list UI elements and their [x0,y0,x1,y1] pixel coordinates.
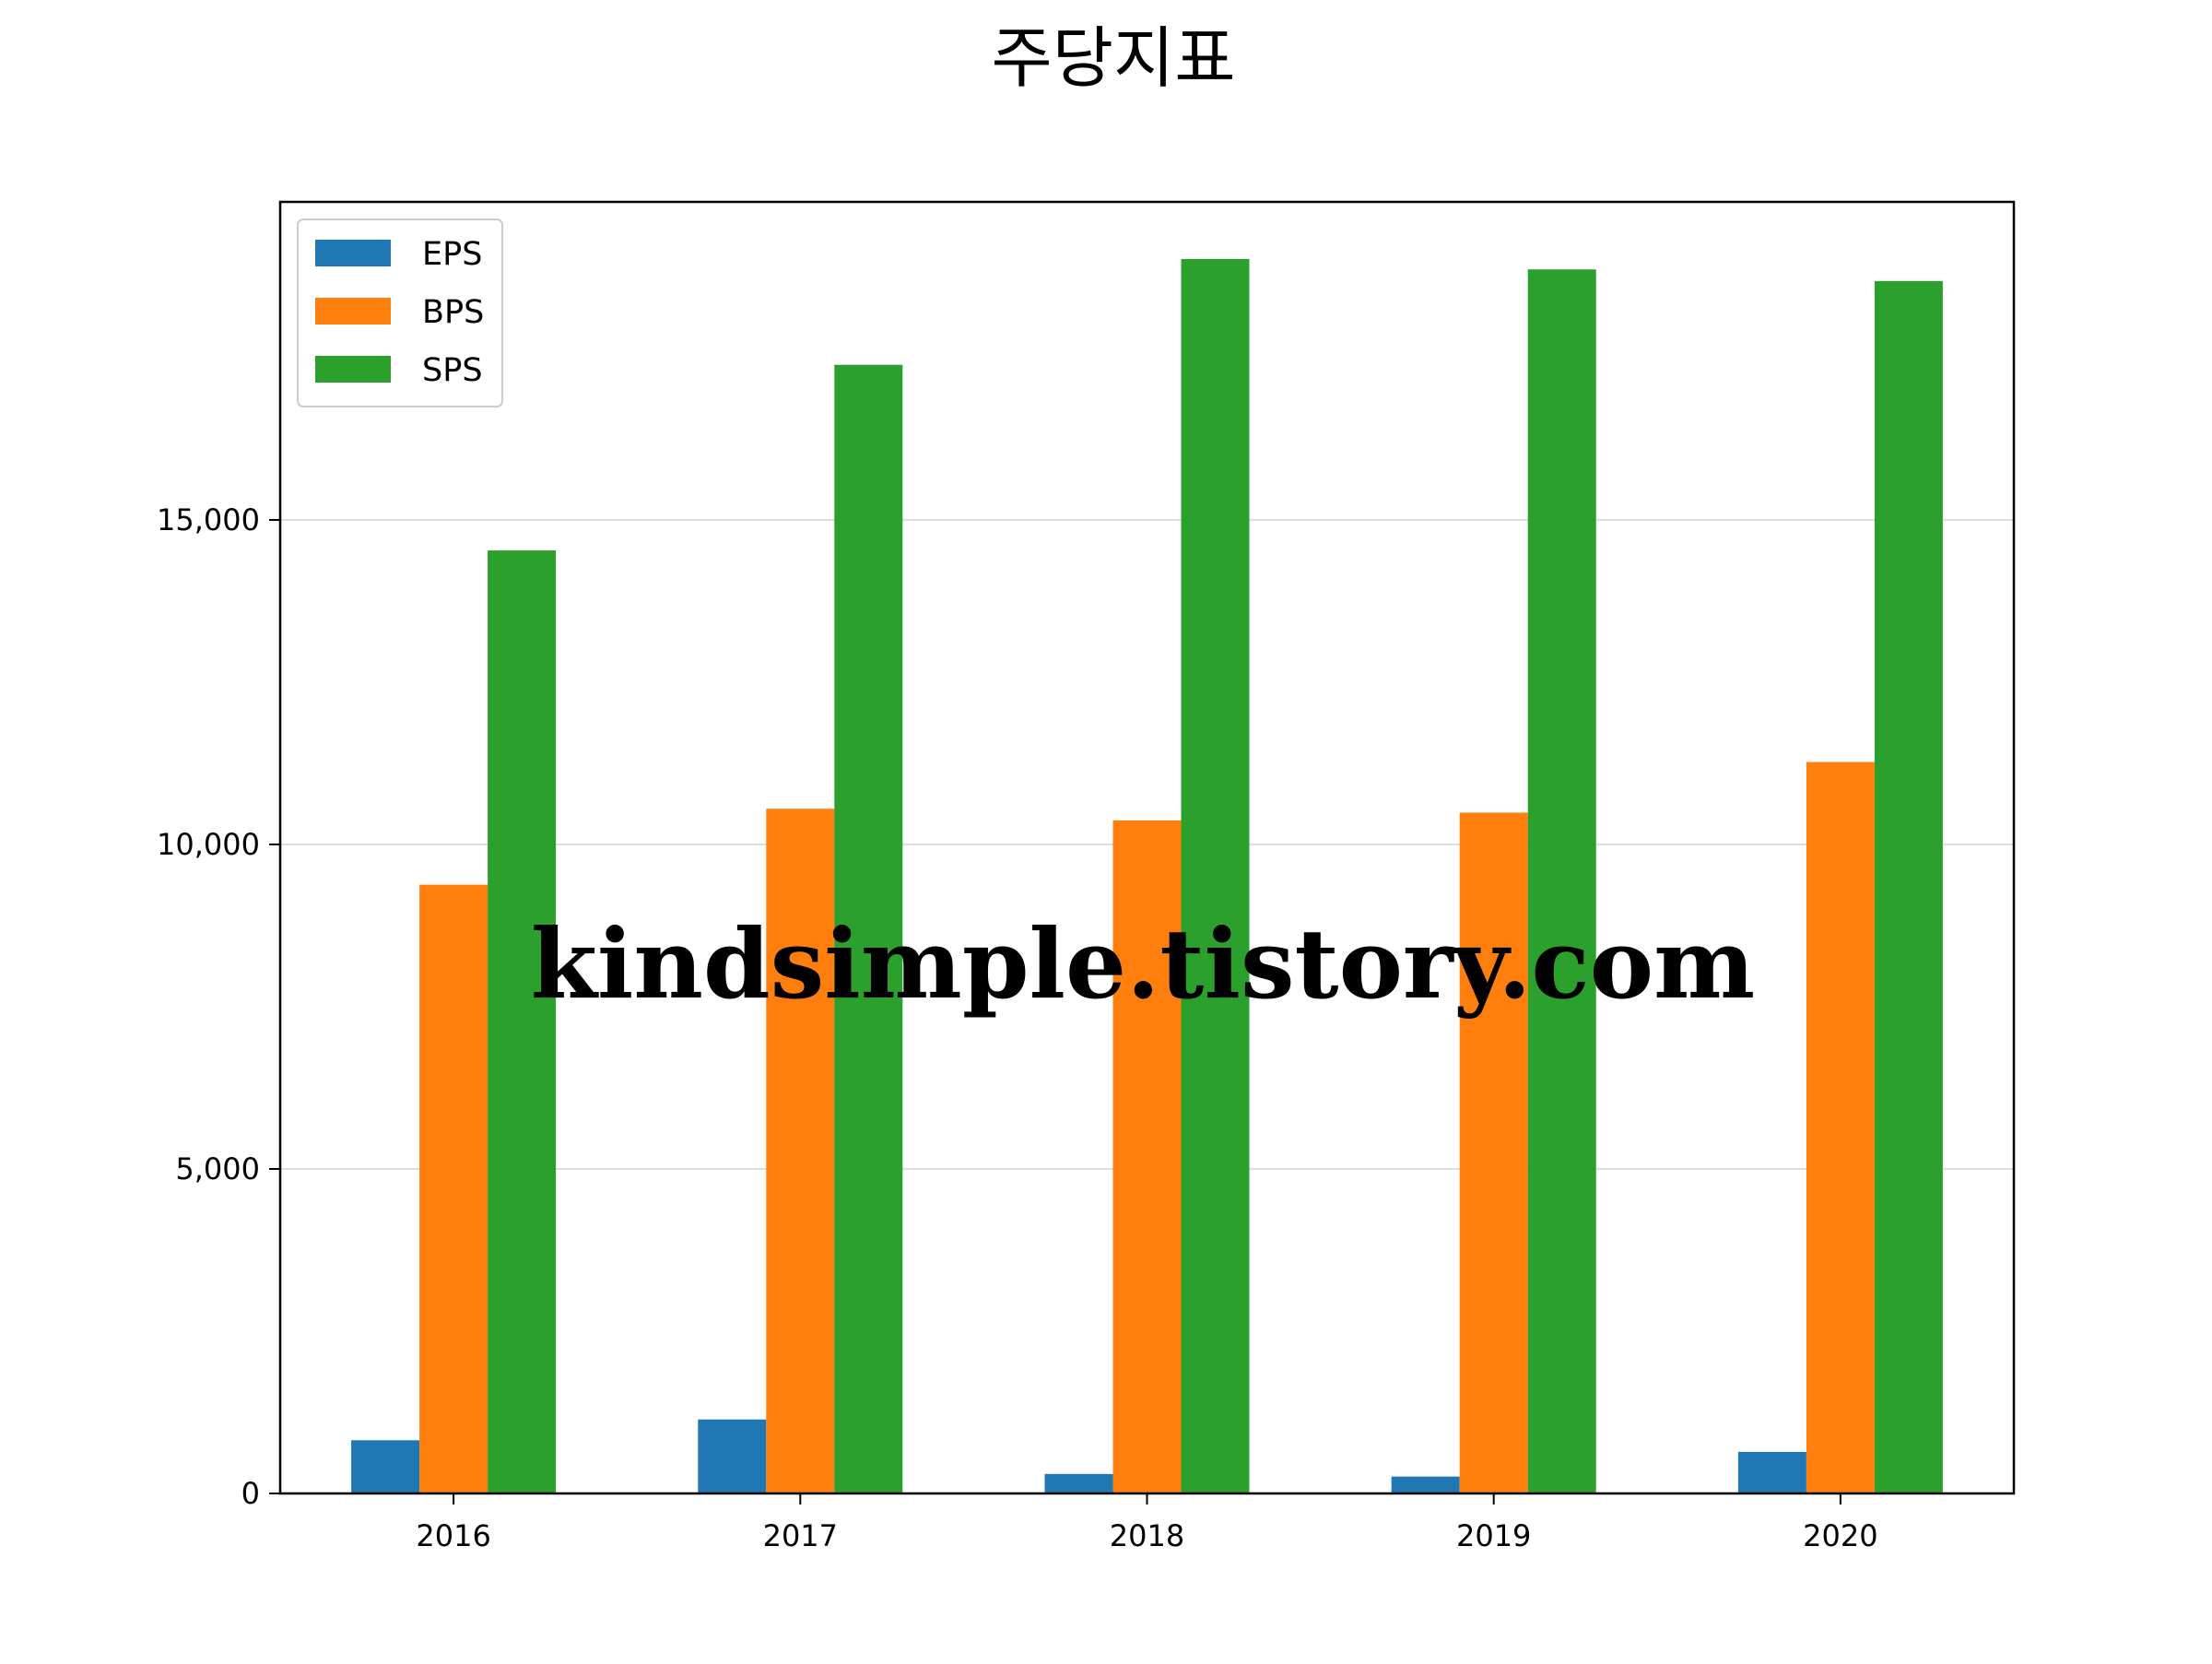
x-tick-label: 2018 [1110,1518,1184,1553]
watermark-text: kindsimple.tistory.com [531,907,1755,1021]
legend-label-eps: EPS [422,236,482,273]
bar-bps-2018 [1112,820,1182,1493]
bar-eps-2019 [1391,1476,1460,1493]
axes: 0 5,000 10,000 15,000 2016 2017 2018 2019 2020 [157,200,2016,1553]
bar-sps-2019 [1527,269,1596,1494]
bar-sps-2017 [834,364,903,1494]
y-tick-label: 0 [241,1476,260,1511]
bar-eps-2017 [698,1419,767,1493]
legend-swatch-sps [315,356,391,383]
y-tick-label: 15,000 [157,502,260,537]
x-tick-label: 2017 [763,1518,838,1553]
bar-bps-2016 [419,884,488,1493]
bar-bps-2019 [1459,812,1528,1493]
bar-sps-2020 [1874,280,1943,1494]
bar-bps-2017 [766,808,835,1493]
legend-label-sps: SPS [422,352,483,389]
x-tick-label: 2016 [416,1518,490,1553]
legend: EPS BPS SPS [297,218,503,407]
bar-eps-2020 [1737,1451,1806,1493]
y-tick-label: 5,000 [175,1151,260,1186]
y-tick-label: 10,000 [157,827,260,862]
legend-swatch-bps [315,298,391,325]
bar-sps-2016 [488,550,557,1493]
chart-title: 주당지표 [992,19,1236,97]
legend-label-bps: BPS [422,294,484,331]
legend-swatch-eps [315,240,391,266]
x-tick-label: 2020 [1803,1518,1877,1553]
bars [351,258,1943,1494]
bar-sps-2018 [1181,258,1250,1494]
bar-bps-2020 [1806,761,1875,1493]
x-tick-label: 2019 [1456,1518,1531,1553]
bar-eps-2018 [1044,1473,1113,1493]
bar-eps-2016 [351,1440,420,1493]
